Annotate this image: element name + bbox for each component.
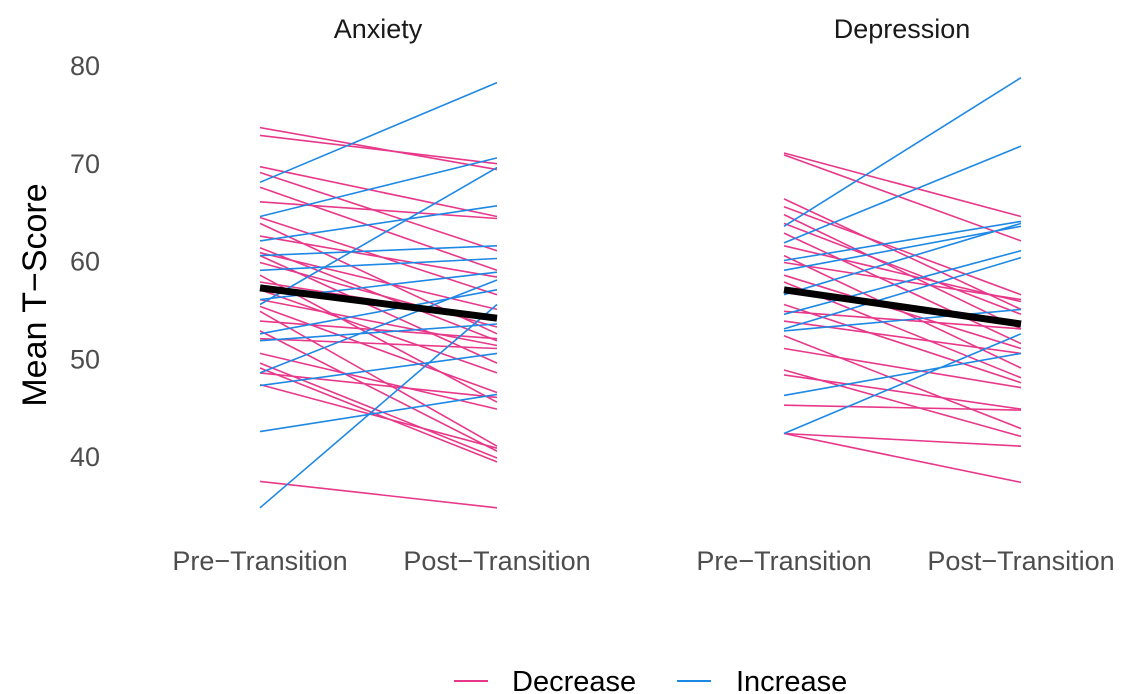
series-line-decrease <box>783 320 1022 355</box>
series-line-decrease <box>259 480 498 509</box>
series-line-decrease <box>783 347 1022 389</box>
panel-title-anxiety: Anxiety <box>334 14 423 44</box>
series-line-increase <box>259 352 498 387</box>
x-tick-label: Pre−Transition <box>696 546 871 576</box>
y-tick-label: 80 <box>70 51 100 81</box>
series-line-decrease <box>259 362 498 459</box>
series-line-decrease <box>783 432 1022 484</box>
series-line-increase <box>783 77 1022 227</box>
series-line-decrease <box>783 261 1022 301</box>
series-line-increase <box>259 289 498 335</box>
anxiety-mean-line <box>259 284 498 322</box>
x-tick-label: Pre−Transition <box>172 546 347 576</box>
series-line-increase <box>783 249 1022 316</box>
series-line-increase <box>259 323 498 342</box>
series-line-increase <box>259 257 498 272</box>
series-line-decrease <box>783 154 1022 242</box>
series-line-increase <box>259 166 498 306</box>
y-tick-label: 50 <box>70 344 100 374</box>
series-line-decrease <box>259 305 498 394</box>
series-line-increase <box>259 205 498 242</box>
series-line-decrease <box>259 383 498 449</box>
panel-anxiety: Anxiety Pre−Transition Post−Transition <box>172 14 590 576</box>
depression-lines <box>783 77 1022 484</box>
series-line-increase <box>259 81 498 184</box>
y-tick-label: 40 <box>70 442 100 472</box>
series-line-decrease <box>259 134 498 165</box>
series-line-decrease <box>259 235 498 278</box>
series-line-decrease <box>259 126 498 171</box>
series-line-increase <box>783 220 1022 262</box>
series-line-increase <box>783 256 1022 330</box>
series-line-decrease <box>259 165 498 218</box>
series-line-increase <box>259 157 498 218</box>
series-line-decrease <box>783 198 1022 311</box>
series-line-decrease <box>783 335 1022 430</box>
panel-title-depression: Depression <box>834 14 971 44</box>
series-line-increase <box>259 393 498 433</box>
series-line-decrease <box>783 152 1022 218</box>
series-line-decrease <box>259 201 498 220</box>
series-line-decrease <box>259 171 498 252</box>
series-line-increase <box>783 308 1022 332</box>
series-line-increase <box>259 279 498 374</box>
legend: Decrease Increase <box>454 666 847 694</box>
series-line-increase <box>783 333 1022 435</box>
x-tick-label: Post−Transition <box>927 546 1114 576</box>
series-line-decrease <box>783 222 1022 316</box>
x-tick-label: Post−Transition <box>403 546 590 576</box>
series-line-decrease <box>783 404 1022 411</box>
series-line-decrease <box>259 186 498 272</box>
series-line-increase <box>259 245 498 257</box>
series-line-decrease <box>259 367 498 463</box>
series-line-decrease <box>783 432 1022 447</box>
series-line-decrease <box>783 213 1022 330</box>
series-line-decrease <box>259 330 498 452</box>
legend-label-decrease: Decrease <box>512 666 636 694</box>
series-line-decrease <box>259 337 498 350</box>
series-line-decrease <box>783 274 1022 350</box>
anxiety-lines <box>259 81 498 509</box>
depression-mean-line <box>783 286 1022 328</box>
legend-label-increase: Increase <box>736 666 847 694</box>
series-line-increase <box>783 225 1022 272</box>
series-line-decrease <box>259 320 498 340</box>
series-line-increase <box>783 145 1022 244</box>
series-line-decrease <box>259 310 498 447</box>
series-line-decrease <box>259 251 498 311</box>
series-line-increase <box>259 303 498 509</box>
series-line-increase <box>783 222 1022 296</box>
y-ticks: 40 50 60 70 80 <box>70 51 100 472</box>
series-line-decrease <box>259 372 498 399</box>
series-line-decrease <box>783 374 1022 410</box>
y-axis-title: Mean T−Score <box>16 183 54 406</box>
y-tick-label: 70 <box>70 149 100 179</box>
series-line-increase <box>783 352 1022 397</box>
panel-depression: Depression Pre−Transition Post−Transitio… <box>696 14 1114 576</box>
y-tick-label: 60 <box>70 247 100 277</box>
series-line-decrease <box>783 245 1022 303</box>
series-line-decrease <box>783 205 1022 296</box>
